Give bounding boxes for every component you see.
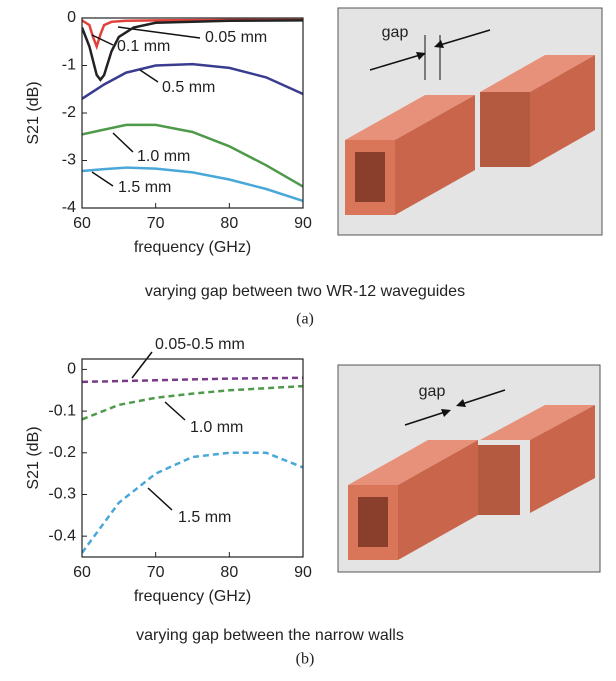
series-label: 1.0 mm xyxy=(190,419,243,436)
series-label: 1.0 mm xyxy=(137,148,190,165)
caption: varying gap between the narrow walls xyxy=(136,627,404,644)
x-tick-label: 70 xyxy=(147,215,165,232)
y-axis-label: S21 (dB) xyxy=(25,426,42,489)
x-axis-label: frequency (GHz) xyxy=(134,588,251,605)
y-tick-label: 0 xyxy=(67,361,76,378)
panel-label: (a) xyxy=(296,311,314,328)
image-label: gap xyxy=(419,383,446,400)
x-axis-label: frequency (GHz) xyxy=(134,239,251,256)
series-label: 0.05-0.5 mm xyxy=(155,336,245,353)
series-label: 1.5 mm xyxy=(178,509,231,526)
y-tick-label: -1 xyxy=(62,57,76,74)
panel-label: (b) xyxy=(296,651,315,668)
x-tick-label: 80 xyxy=(220,564,238,581)
y-tick-label: -0.4 xyxy=(48,527,76,544)
series-label: 1.5 mm xyxy=(118,179,171,196)
y-tick-label: -3 xyxy=(62,152,76,169)
image-label: gap xyxy=(382,24,409,41)
series-label: 0.5 mm xyxy=(162,79,215,96)
x-tick-label: 90 xyxy=(294,215,312,232)
series-label: 0.05 mm xyxy=(205,29,267,46)
y-tick-label: 0 xyxy=(67,9,76,26)
waveguide-image-b: gap xyxy=(338,365,600,572)
x-tick-label: 80 xyxy=(220,215,238,232)
y-axis-label: S21 (dB) xyxy=(25,81,42,144)
figure: gap gap varying gap between two WR-12 wa… xyxy=(0,0,616,676)
y-tick-label: -0.2 xyxy=(48,444,76,461)
y-tick-label: -2 xyxy=(62,104,76,121)
x-tick-label: 60 xyxy=(73,215,91,232)
y-tick-label: -0.3 xyxy=(48,486,76,503)
waveguide-image-a: gap xyxy=(338,8,602,235)
x-tick-label: 70 xyxy=(147,564,165,581)
caption: varying gap between two WR-12 waveguides xyxy=(145,283,465,300)
x-tick-label: 90 xyxy=(294,564,312,581)
x-tick-label: 60 xyxy=(73,564,91,581)
y-tick-label: -4 xyxy=(62,199,76,216)
series-label: 0.1 mm xyxy=(117,38,170,55)
y-tick-label: -0.1 xyxy=(48,402,76,419)
